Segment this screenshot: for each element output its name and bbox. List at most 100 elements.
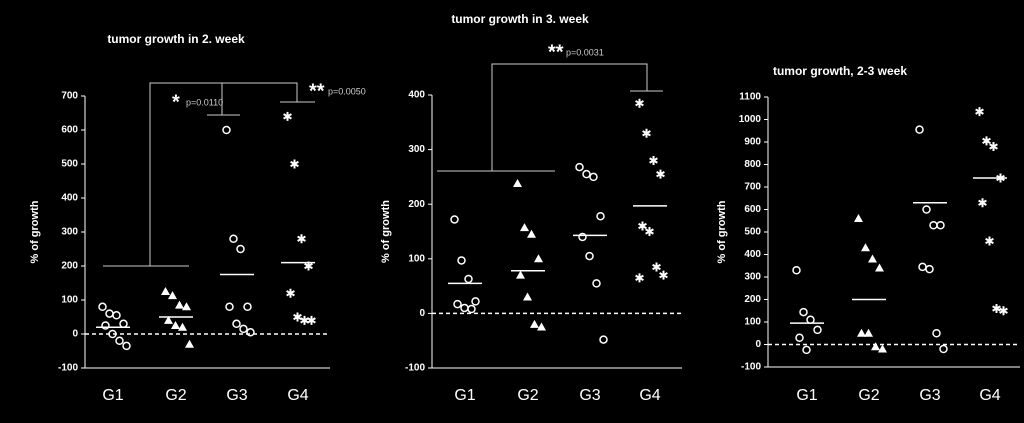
data-point <box>168 291 177 300</box>
data-point <box>534 254 543 263</box>
data-point <box>161 287 170 295</box>
y-tick-label: -100 <box>405 363 425 374</box>
data-point <box>642 128 651 138</box>
data-point <box>467 304 476 314</box>
data-point <box>513 178 522 187</box>
y-tick-label: -100 <box>741 362 761 373</box>
data-point <box>915 125 924 134</box>
data-point <box>589 172 598 182</box>
y-tick-label: 700 <box>61 91 78 102</box>
y-tick-label: 0 <box>72 329 78 340</box>
data-point <box>578 232 587 242</box>
data-point <box>246 328 255 337</box>
data-point <box>222 125 231 135</box>
data-point <box>868 254 877 263</box>
data-point <box>164 315 173 324</box>
annotation: ** <box>548 41 564 63</box>
data-point <box>871 342 880 351</box>
data-point <box>982 136 991 146</box>
data-point <box>471 297 480 306</box>
data-point <box>232 319 241 329</box>
data-point <box>300 315 309 325</box>
data-point <box>457 256 466 265</box>
data-point <box>243 302 252 312</box>
y-tick-label: 1100 <box>739 92 761 103</box>
data-point <box>799 307 808 317</box>
data-point <box>585 251 594 261</box>
chart-title: tumor growth in 2. week <box>107 32 245 46</box>
chart: tumor growth in 2. week % of growth -100 0 1… <box>29 32 366 404</box>
x-tick-label: G2 <box>165 387 186 404</box>
data-point <box>854 214 863 222</box>
x-tick-label: G4 <box>639 387 660 404</box>
annotation: ** <box>309 80 325 102</box>
data-point <box>878 344 887 353</box>
x-tick-label: G1 <box>102 387 123 404</box>
y-tick-label: 900 <box>744 137 761 148</box>
y-axis-label: % of growth <box>716 200 728 263</box>
data-point <box>582 169 591 179</box>
x-tick-label: G2 <box>858 387 879 404</box>
data-point <box>575 162 584 172</box>
y-tick-label: -100 <box>58 363 78 374</box>
data-point <box>922 205 931 214</box>
data-point <box>875 263 884 272</box>
data-point <box>802 345 811 355</box>
data-point <box>992 304 1001 313</box>
data-point <box>98 302 107 312</box>
data-point <box>527 229 536 238</box>
data-point <box>182 302 191 311</box>
y-tick-label: 700 <box>744 182 761 193</box>
y-tick-label: 400 <box>408 90 425 101</box>
y-tick-label: 100 <box>744 317 761 328</box>
data-point <box>297 234 306 244</box>
y-tick-label: 500 <box>744 227 761 238</box>
data-point <box>656 169 665 179</box>
x-tick-label: G1 <box>796 387 817 404</box>
annotation: p=0.0110 <box>186 97 223 107</box>
x-tick-label: G4 <box>979 387 1000 404</box>
data-point <box>119 319 128 329</box>
data-point <box>925 264 934 274</box>
y-tick-label: 500 <box>61 159 78 170</box>
data-point <box>929 221 938 230</box>
y-tick-label: 200 <box>408 199 425 210</box>
data-point <box>286 288 295 298</box>
chart: tumor growth, 2-3 week % of growth -100 0 10… <box>716 64 1020 404</box>
data-point <box>537 322 546 331</box>
data-point <box>523 292 532 301</box>
data-point <box>599 335 608 344</box>
x-tick-label: G3 <box>919 387 940 404</box>
data-point <box>975 107 984 117</box>
data-point <box>178 322 187 331</box>
data-point <box>122 341 131 351</box>
data-point <box>652 262 661 272</box>
data-point <box>105 309 114 318</box>
data-point <box>813 325 822 335</box>
data-point <box>283 111 292 121</box>
y-tick-label: 200 <box>61 261 78 272</box>
x-tick-label: G4 <box>287 387 308 404</box>
data-point <box>635 98 644 108</box>
data-point <box>649 156 658 166</box>
data-point <box>936 221 945 230</box>
x-tick-label: G3 <box>226 387 247 404</box>
data-point <box>861 243 870 252</box>
data-point <box>450 215 459 224</box>
data-point <box>453 299 462 309</box>
y-tick-label: 800 <box>744 159 761 170</box>
data-point <box>171 321 180 329</box>
annotation: p=0.0031 <box>566 47 604 57</box>
data-point <box>918 262 927 272</box>
data-point <box>225 302 234 312</box>
data-point <box>645 227 654 236</box>
y-tick-label: 0 <box>419 308 425 319</box>
significance-bracket <box>103 82 315 267</box>
x-tick-label: G3 <box>579 387 600 404</box>
data-point <box>978 198 987 208</box>
data-point <box>175 300 184 309</box>
y-tick-label: 100 <box>408 253 425 264</box>
y-tick-label: 300 <box>744 272 761 283</box>
